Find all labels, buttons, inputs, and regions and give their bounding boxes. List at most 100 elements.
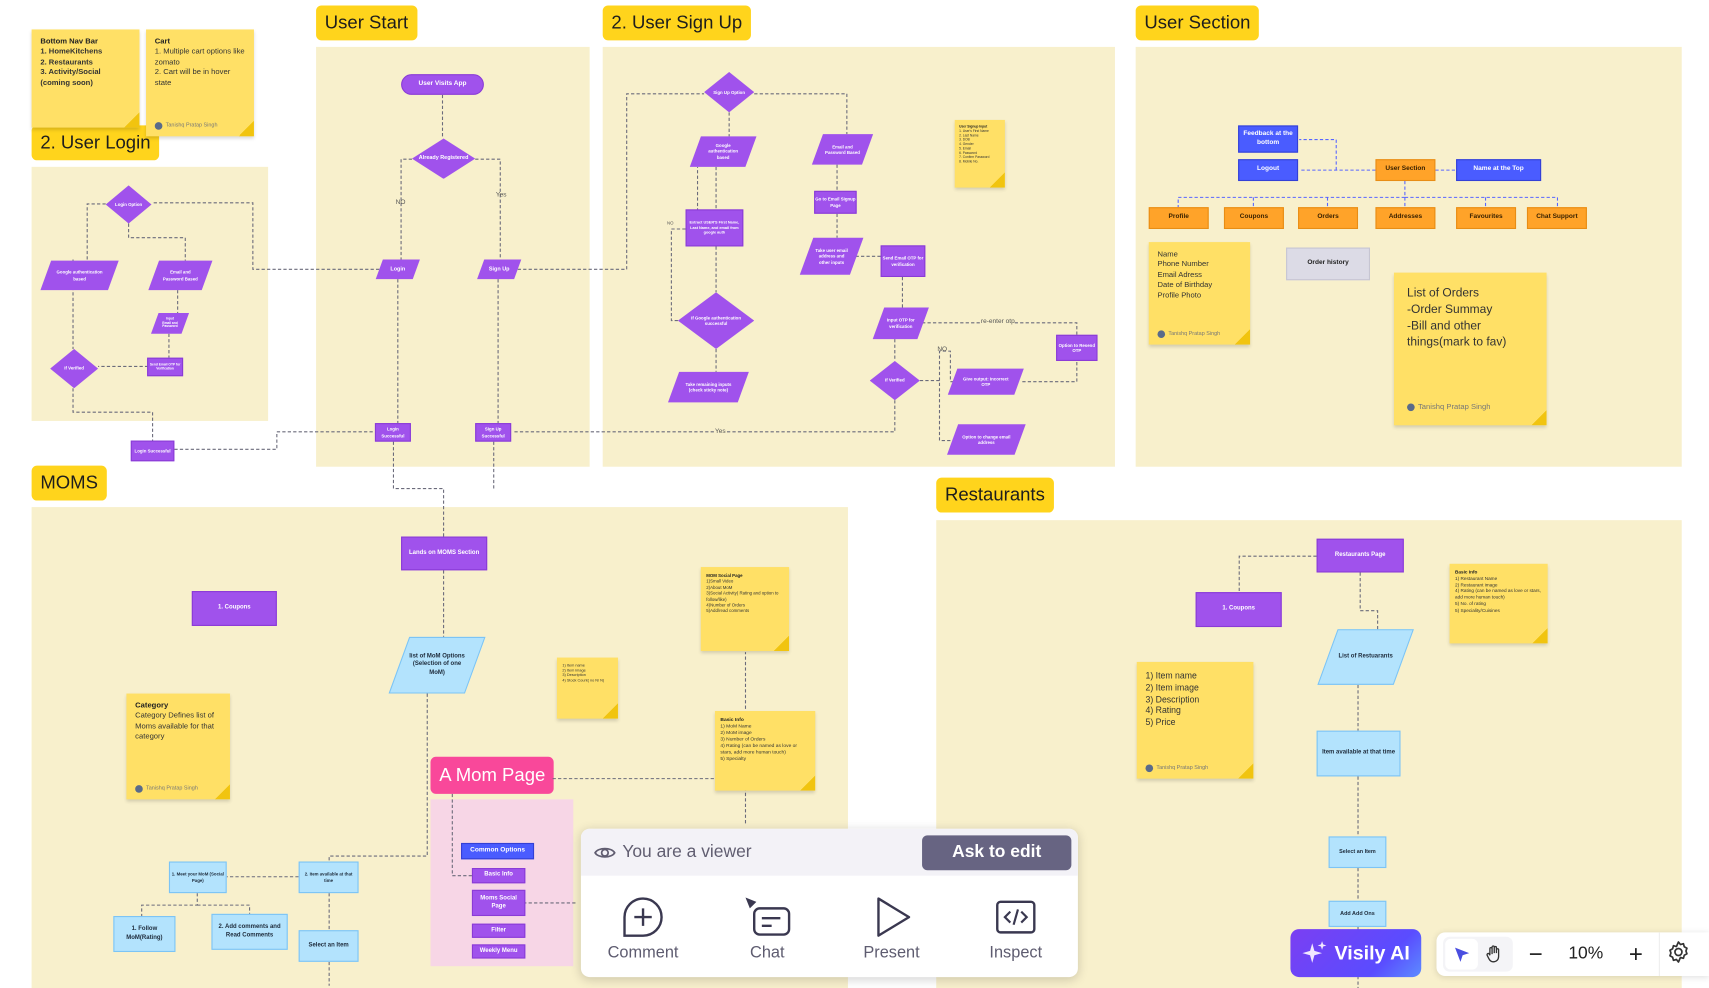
node-meet-mom[interactable]: 1. Meet your MoM (Social Page): [168, 861, 227, 894]
node-user-visits-app[interactable]: User Visits App: [401, 74, 484, 95]
sticky-line: 2. Cart will be in hover state: [154, 69, 231, 87]
connector-label-no: NO: [395, 199, 406, 207]
node-sign-up-successful[interactable]: Sign Up Successful: [475, 423, 512, 442]
node-follow-mom[interactable]: 1. Follow MoM(Rating): [113, 916, 176, 953]
node-google-auth-signup[interactable]: Google authentication based: [695, 136, 751, 167]
node-logout[interactable]: Logout: [1238, 159, 1299, 182]
node-text: Google authentication based: [56, 269, 103, 281]
node-login[interactable]: Login: [379, 260, 416, 280]
node-chat-support[interactable]: Chat Support: [1526, 207, 1587, 230]
hand-tool-button[interactable]: [1478, 939, 1511, 970]
chat-button[interactable]: Chat: [713, 895, 822, 962]
sticky-line: 1) Item name: [1145, 670, 1197, 681]
viewer-tools: Comment Chat Present Inspect: [581, 876, 1078, 962]
sticky-line: 2. Last Name: [959, 133, 979, 138]
select-tool-button[interactable]: [1445, 938, 1478, 970]
sticky-line: 1) Item name: [562, 663, 585, 668]
sticky-note-orders[interactable]: List of Orders -Order Summay -Bill and o…: [1393, 272, 1547, 426]
node-restaurants-page[interactable]: Restaurants Page: [1316, 538, 1404, 573]
node-item-available[interactable]: 2. Item available at that time: [298, 861, 359, 894]
node-google-auth[interactable]: Google authentication based: [46, 261, 114, 290]
node-addresses[interactable]: Addresses: [1375, 207, 1436, 230]
zoom-out-button[interactable]: −: [1519, 940, 1552, 968]
node-restaurant-list[interactable]: List of Restuarants: [1327, 629, 1403, 685]
node-moms-social-page[interactable]: Moms Social Page: [471, 889, 526, 917]
node-coupons[interactable]: Coupons: [1223, 207, 1284, 230]
node-text: Option to change email address: [962, 433, 1011, 445]
settings-button[interactable]: [1666, 939, 1690, 968]
zoom-in-button[interactable]: +: [1620, 940, 1653, 968]
node-sign-up[interactable]: Sign Up: [481, 260, 518, 280]
node-take-email[interactable]: Take user email address and other inputs: [807, 238, 857, 275]
node-weekly-menu[interactable]: Weekly Menu: [471, 944, 526, 959]
node-filter[interactable]: Filter: [471, 923, 526, 938]
comment-button[interactable]: Comment: [589, 895, 698, 962]
node-basic-info[interactable]: Basic Info: [471, 868, 526, 884]
section-label: User Start: [316, 5, 417, 41]
sticky-line: 2) Item image: [1145, 682, 1199, 693]
node-rest-item-available[interactable]: Item available at that time: [1316, 730, 1401, 777]
sticky-line: things(mark to fav): [1407, 335, 1507, 349]
sticky-note-restaurant-item[interactable]: 1) Item name 2) Item image 3) Descriptio…: [1136, 661, 1254, 779]
section-label: 2. User Sign Up: [602, 5, 751, 41]
node-feedback[interactable]: Feedback at the bottom: [1238, 125, 1299, 153]
node-user-section[interactable]: User Section: [1375, 159, 1436, 182]
node-select-item[interactable]: Select an Item: [298, 930, 359, 962]
connector-label-yes: Yes: [495, 191, 507, 199]
node-resend-otp[interactable]: Option to Resend OTP: [1056, 334, 1098, 361]
node-rest-select-item[interactable]: Select an Item: [1328, 836, 1387, 869]
node-orders[interactable]: Orders: [1298, 207, 1359, 230]
inspect-button[interactable]: Inspect: [961, 895, 1070, 962]
sticky-note-cart[interactable]: Cart 1. Multiple cart options like zomat…: [146, 29, 254, 137]
sticky-note-profile-fields[interactable]: Name Phone Number Email Adress Date of B…: [1148, 242, 1251, 345]
node-email-password-signup[interactable]: Email and Password Based: [817, 134, 867, 165]
node-favourites[interactable]: Favourites: [1456, 207, 1517, 230]
node-login-successful-2[interactable]: Login Successful: [130, 440, 175, 462]
node-go-email-signup[interactable]: Go to Email Signup Page: [814, 190, 857, 214]
node-add-comments[interactable]: 2. Add comments and Read Comments: [211, 913, 288, 950]
node-order-history[interactable]: Order history: [1286, 247, 1371, 281]
sticky-note-mom-basic-info[interactable]: Basic Info 1) MoM Name 2) MoM image 3) N…: [714, 711, 816, 791]
node-email-password[interactable]: Email and Password Based: [154, 261, 207, 290]
node-common-options[interactable]: Common Options: [461, 842, 535, 860]
node-mom-list[interactable]: list of MoM Options (Selection of one Mo…: [399, 637, 475, 694]
sticky-line: Profile Photo: [1157, 291, 1202, 300]
node-login-successful[interactable]: Login Successful: [374, 423, 411, 442]
sticky-author: Tanishq Pratap Singh: [1145, 764, 1208, 773]
sticky-line: -Order Summay: [1407, 302, 1493, 317]
zoom-level[interactable]: 10%: [1568, 944, 1604, 963]
sticky-title: Bottom Nav Bar: [40, 38, 98, 46]
ask-to-edit-button[interactable]: Ask to edit: [922, 834, 1072, 870]
sticky-note-category[interactable]: Category Category Defines list of Moms a…: [126, 693, 230, 800]
node-incorrect-otp[interactable]: Give output: Incorrect OTP: [953, 369, 1019, 395]
node-add-ons[interactable]: Add Add Ons: [1328, 900, 1387, 927]
visily-ai-button[interactable]: Visily AI: [1290, 929, 1422, 978]
sticky-note-restaurant-basic-info[interactable]: Basic Info 1) Restaurant Name 2) Restaur…: [1449, 563, 1548, 644]
node-take-remaining[interactable]: Take remaining inputs (check sticky note…: [674, 372, 744, 403]
node-change-email[interactable]: Option to change email address: [953, 424, 1021, 455]
node-input-email[interactable]: Input Email and Password: [155, 313, 186, 334]
node-send-otp[interactable]: Send Email OTP for verification: [880, 245, 926, 277]
node-name-at-top[interactable]: Name at the Top: [1456, 159, 1542, 182]
plus-icon: +: [1628, 940, 1643, 968]
connector-label-no: NO: [937, 346, 948, 354]
avatar: [1157, 330, 1166, 339]
sticky-line: 5) Price: [1145, 717, 1176, 728]
sticky-note-item-fields[interactable]: 1) Item name 2) Item image 3) Descriptio…: [556, 657, 618, 719]
node-extract-user-info[interactable]: Extract USER'S First Name, Last Name, an…: [685, 209, 744, 247]
node-send-otp-login[interactable]: Send Email OTP for Verification: [147, 357, 184, 377]
node-text: Google authentication based: [708, 143, 739, 160]
sticky-note-signup-input[interactable]: User Signup Input 1. User's First Name 2…: [954, 119, 1005, 188]
sticky-line: 1) Restaurant Name: [1455, 575, 1498, 582]
node-input-otp[interactable]: Input OTP for verification: [878, 308, 923, 340]
sticky-note-mom-social-page[interactable]: MOM Social Page 1)Small Video 2)About Mo…: [700, 567, 790, 652]
node-coupons-moms[interactable]: 1. Coupons: [191, 591, 277, 626]
present-button[interactable]: Present: [837, 895, 946, 962]
sticky-line: 5) Specialty: [720, 756, 747, 762]
sticky-note-bottom-nav[interactable]: Bottom Nav Bar 1. HomeKitchens 2. Restau…: [31, 29, 140, 128]
node-lands-moms[interactable]: Lands on MOMS Section: [401, 536, 488, 571]
sticky-line: 2) Restaurant image: [1455, 581, 1498, 588]
node-coupons-restaurants[interactable]: 1. Coupons: [1195, 592, 1282, 628]
node-profile[interactable]: Profile: [1148, 207, 1209, 230]
